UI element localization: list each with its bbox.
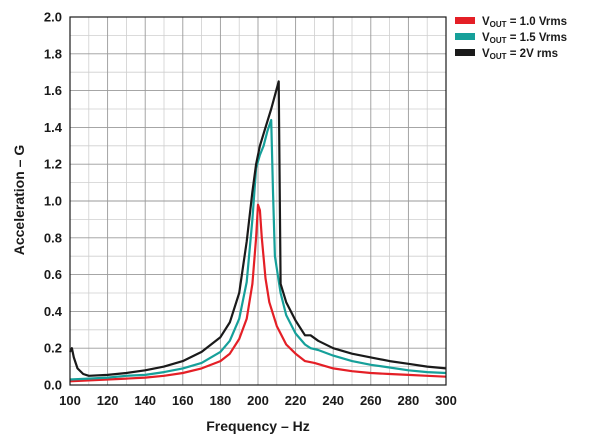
x-tick-label: 120 — [97, 393, 119, 408]
y-tick-label: 1.4 — [44, 120, 63, 135]
x-tick-label: 200 — [247, 393, 269, 408]
legend-label: VOUT = 1.0 Vrms — [482, 16, 567, 29]
legend-label: VOUT = 2V rms — [482, 48, 558, 61]
x-tick-label: 100 — [59, 393, 81, 408]
legend-swatch — [455, 33, 475, 40]
y-tick-label: 0.4 — [44, 304, 63, 319]
y-axis-label: Acceleration – G — [11, 145, 27, 256]
x-tick-label: 260 — [360, 393, 382, 408]
series-line-3 — [69, 80, 447, 377]
y-tick-label: 0.2 — [44, 341, 62, 356]
y-tick-label: 0.6 — [44, 267, 62, 282]
y-tick-labels: 0.0 0.2 0.4 0.6 0.8 1.0 1.2 1.4 1.6 1.8 2.0 — [44, 10, 63, 393]
x-tick-label: 220 — [285, 393, 307, 408]
x-tick-label: 140 — [134, 393, 156, 408]
y-tick-label: 1.2 — [44, 157, 62, 172]
legend-swatch — [455, 49, 475, 56]
y-tick-label: 1.8 — [44, 46, 62, 61]
x-tick-labels: 100 120 140 160 180 200 220 240 260 280 300 — [59, 393, 457, 408]
major-grid — [70, 17, 446, 385]
x-tick-label: 180 — [210, 393, 232, 408]
x-tick-label: 300 — [435, 393, 457, 408]
x-tick-label: 240 — [322, 393, 344, 408]
y-tick-label: 0.0 — [44, 378, 62, 393]
series-line-2 — [69, 118, 447, 381]
x-axis-label: Frequency – Hz — [206, 418, 309, 434]
series-line-1 — [69, 203, 447, 383]
y-tick-label: 1.0 — [44, 194, 62, 209]
y-tick-label: 1.6 — [44, 83, 62, 98]
y-tick-label: 2.0 — [44, 10, 62, 25]
x-tick-label: 280 — [398, 393, 420, 408]
series-layer — [69, 80, 447, 383]
legend-swatch — [455, 17, 475, 24]
legend-label: VOUT = 1.5 Vrms — [482, 32, 567, 45]
legend: VOUT = 1.0 Vrms VOUT = 1.5 Vrms VOUT = 2V … — [455, 16, 567, 61]
x-tick-label: 160 — [172, 393, 194, 408]
y-tick-label: 0.8 — [44, 230, 62, 245]
plot-frame — [69, 16, 447, 386]
